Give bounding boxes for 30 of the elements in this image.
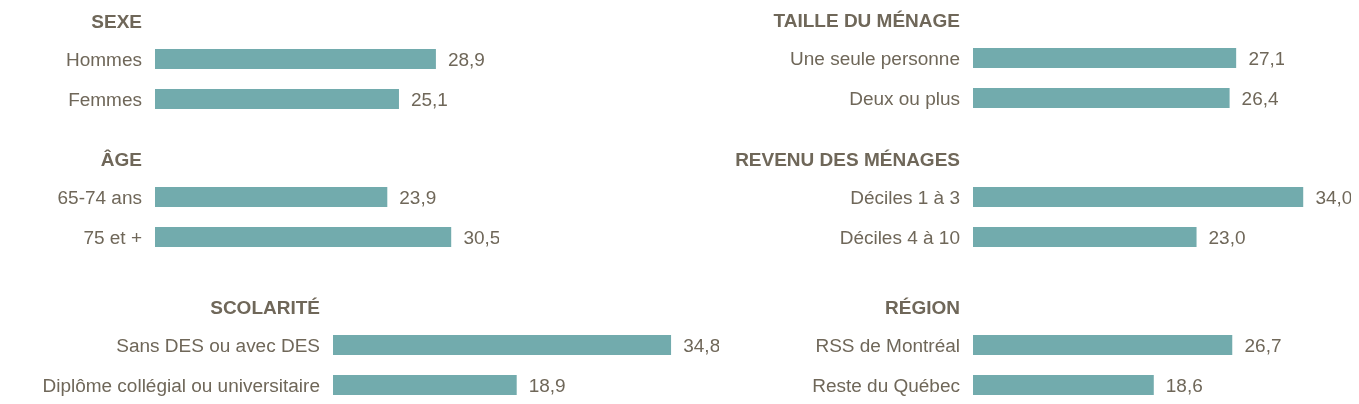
y-tick-label: Femmes xyxy=(68,88,142,110)
y-tick-label: Déciles 1 à 3 xyxy=(850,186,960,208)
data-label: 34,0 xyxy=(1315,186,1353,208)
y-tick-label: Hommes xyxy=(66,48,142,70)
y-tick-label: Reste du Québec xyxy=(812,374,960,396)
data-label: 23,0 xyxy=(1208,226,1246,248)
data-label: 18,6 xyxy=(1165,374,1203,396)
y-tick-label: 65-74 ans xyxy=(57,186,142,208)
y-tick-label: Deux ou plus xyxy=(849,87,960,109)
chart-title: REVENU DES MÉNAGES xyxy=(735,148,960,172)
y-tick-label: RSS de Montréal xyxy=(815,334,960,356)
y-tick-label: Diplôme collégial ou universitaire xyxy=(42,374,320,396)
chart-title: ÂGE xyxy=(100,148,142,172)
data-label: 23,9 xyxy=(399,186,437,208)
y-tick-label: 75 et + xyxy=(83,226,142,248)
data-label: 34,8 xyxy=(683,334,721,356)
chart-title: SEXE xyxy=(91,10,142,34)
data-label: 18,9 xyxy=(528,374,566,396)
chart-title: RÉGION xyxy=(885,296,960,320)
data-label: 30,5 xyxy=(463,226,501,248)
data-label: 26,7 xyxy=(1244,334,1282,356)
y-tick-label: Une seule personne xyxy=(790,47,960,69)
data-label: 27,1 xyxy=(1248,47,1286,69)
y-tick-label: Sans DES ou avec DES xyxy=(116,334,320,356)
chart-title: SCOLARITÉ xyxy=(210,296,320,320)
chart-title: TAILLE DU MÉNAGE xyxy=(773,9,960,33)
data-label: 26,4 xyxy=(1241,87,1279,109)
y-tick-label: Déciles 4 à 10 xyxy=(839,226,960,248)
data-label: 25,1 xyxy=(410,88,448,110)
data-label: 28,9 xyxy=(447,48,485,70)
